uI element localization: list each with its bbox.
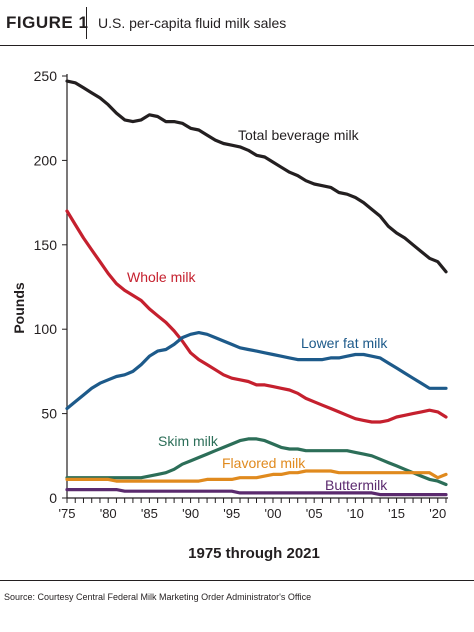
y-tick-label: 150	[34, 237, 58, 253]
y-tick-label: 250	[34, 68, 58, 84]
source-note: Source: Courtesy Central Federal Milk Ma…	[4, 592, 312, 602]
series-label-buttermilk: Buttermilk	[325, 477, 388, 493]
x-tick-label: '20	[429, 506, 446, 521]
milk-sales-line-chart: 0 50 100 150 200 250 '75 '80 '85 '90 '95 '00 '05 '10 '…	[11, 68, 448, 562]
series-line-skim-milk	[65, 437, 448, 487]
y-tick-label: 0	[49, 490, 57, 506]
series-line-flavored-milk	[65, 469, 448, 483]
y-axis-label: Pounds	[11, 282, 27, 334]
series-label-lower-fat-milk: Lower fat milk	[301, 335, 388, 351]
chart-series	[65, 79, 448, 497]
header-rule	[0, 45, 474, 46]
series-line-whole-milk	[65, 209, 448, 424]
series-label-total-beverage-milk: Total beverage milk	[238, 127, 360, 143]
y-tick-label: 50	[41, 406, 57, 422]
series-line-lower-fat-milk	[65, 331, 448, 411]
x-tick-label: '00	[265, 506, 282, 521]
chart-axes: 0 50 100 150 200 250 '75 '80 '85 '90 '95 '00 '05 '10 '…	[34, 68, 448, 521]
x-tick-label: '10	[347, 506, 364, 521]
series-line-total-beverage-milk	[65, 79, 448, 274]
y-tick-label: 200	[34, 152, 58, 168]
series-line-buttermilk	[65, 488, 448, 497]
x-tick-label: '15	[388, 506, 405, 521]
x-tick-label: '80	[100, 506, 117, 521]
x-tick-label: '85	[141, 506, 158, 521]
x-tick-label: '75	[59, 506, 76, 521]
footer-rule	[0, 580, 474, 581]
series-labels: Total beverage milk Whole milk Lower fat m…	[127, 127, 388, 493]
series-label-flavored-milk: Flavored milk	[222, 455, 306, 471]
header-divider	[86, 7, 87, 39]
figure-title: U.S. per-capita fluid milk sales	[98, 15, 287, 31]
figure-label: FIGURE 1	[6, 13, 89, 32]
x-tick-label: '90	[182, 506, 199, 521]
y-tick-label: 100	[34, 321, 58, 337]
x-tick-label: '05	[306, 506, 323, 521]
series-label-skim-milk: Skim milk	[158, 433, 219, 449]
x-tick-label: '95	[223, 506, 240, 521]
series-label-whole-milk: Whole milk	[127, 269, 196, 285]
figure-header: FIGURE 1 U.S. per-capita fluid milk sale…	[0, 0, 474, 46]
x-axis-label: 1975 through 2021	[188, 545, 320, 562]
